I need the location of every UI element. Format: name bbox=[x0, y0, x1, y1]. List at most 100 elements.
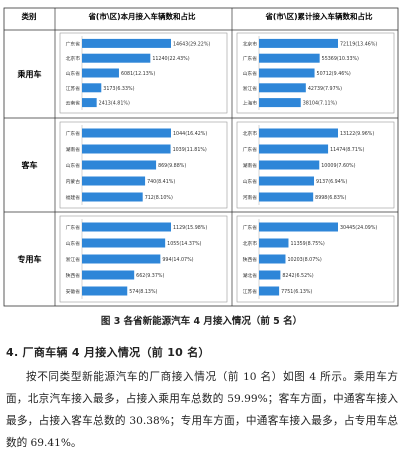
data-label: 38104(7.11%) bbox=[303, 101, 337, 107]
category-label: 上海市 bbox=[243, 100, 258, 107]
category-label: 广东省 bbox=[66, 130, 81, 137]
category-label: 广东省 bbox=[243, 55, 258, 62]
data-label: 10009(7.60%) bbox=[321, 163, 355, 169]
bar bbox=[259, 144, 329, 154]
category-label: 广东省 bbox=[243, 224, 258, 231]
category-label: 山东省 bbox=[66, 70, 81, 77]
data-label: 6081(12.13%) bbox=[121, 71, 155, 77]
row-category-label: 客车 bbox=[21, 160, 38, 170]
figure-caption: 图 3 各省新能源汽车 4 月接入情况（前 5 名） bbox=[100, 316, 303, 327]
category-label: 山东省 bbox=[243, 70, 258, 77]
category-label: 陕西省 bbox=[243, 256, 258, 263]
data-label: 11474(8.71%) bbox=[330, 147, 364, 153]
bar bbox=[259, 176, 315, 186]
bar bbox=[82, 68, 119, 78]
category-label: 广东省 bbox=[243, 146, 258, 153]
bar bbox=[259, 68, 315, 78]
data-label: 1044(16.42%) bbox=[173, 131, 207, 137]
bar bbox=[82, 238, 166, 248]
bar bbox=[82, 222, 171, 232]
data-label: 1129(15.98%) bbox=[173, 225, 207, 231]
bar bbox=[259, 192, 314, 202]
bar-panel: 北京市 13122(9.96%) 广东省 11474(8.71%) 湖南省 10009(7… bbox=[236, 121, 395, 209]
data-label: 11240(22.43%) bbox=[152, 56, 189, 62]
bar bbox=[82, 38, 171, 48]
category-label: 山东省 bbox=[66, 240, 81, 247]
category-label: 山东省 bbox=[243, 178, 258, 185]
category-label: 浙江省 bbox=[66, 256, 81, 263]
data-label: 1039(11.81%) bbox=[173, 147, 207, 153]
bar bbox=[259, 83, 306, 93]
category-label: 湖南省 bbox=[243, 162, 258, 169]
category-label: 云南省 bbox=[66, 100, 81, 107]
bar bbox=[82, 128, 171, 138]
category-label: 内蒙古 bbox=[66, 178, 81, 185]
data-label: 30445(24.09%) bbox=[340, 225, 377, 231]
data-label: 9137(6.94%) bbox=[316, 179, 347, 185]
data-label: 8998(6.83%) bbox=[315, 195, 346, 201]
data-label: 740(8.41%) bbox=[147, 179, 175, 185]
category-label: 安徽省 bbox=[66, 288, 81, 295]
data-label: 50712(9.46%) bbox=[317, 71, 351, 77]
bar bbox=[82, 160, 157, 170]
data-label: 869(9.88%) bbox=[158, 163, 186, 169]
bar-panel: 广东省 1044(16.42%) 湖南省 1039(11.81%) 山东省 869(9.8… bbox=[59, 121, 228, 209]
bar-panel: 北京市 72119(13.46%) 广东省 55369(10.33%) 山东省 50712… bbox=[236, 32, 395, 114]
data-label: 574(8.13%) bbox=[129, 289, 157, 295]
bar bbox=[259, 128, 338, 138]
bar bbox=[82, 270, 135, 280]
bar bbox=[82, 254, 161, 264]
data-label: 42739(7.97%) bbox=[308, 86, 342, 92]
data-label: 7751(6.13%) bbox=[281, 289, 312, 295]
bar bbox=[82, 144, 171, 154]
data-label: 72119(13.46%) bbox=[340, 41, 377, 47]
header-monthly: 省(市\区)本月接入车辆数和占比 bbox=[87, 11, 196, 21]
bar bbox=[82, 176, 146, 186]
category-label: 湖北省 bbox=[243, 272, 258, 279]
header-cumulative: 省(市\区)累计接入车辆数和占比 bbox=[264, 11, 373, 21]
category-label: 北京市 bbox=[243, 40, 258, 47]
bar bbox=[259, 270, 281, 280]
category-label: 江苏省 bbox=[66, 85, 81, 92]
bar bbox=[82, 98, 97, 108]
bar bbox=[259, 53, 320, 63]
data-label: 662(9.37%) bbox=[136, 273, 164, 279]
data-label: 994(14.07%) bbox=[162, 257, 193, 263]
header-category: 类别 bbox=[22, 11, 37, 21]
category-label: 广东省 bbox=[66, 40, 81, 47]
data-label: 13122(9.96%) bbox=[340, 131, 374, 137]
data-label: 10203(8.07%) bbox=[287, 257, 321, 263]
bar-panel: 广东省 30445(24.09%) 北京市 11359(8.75%) 陕西省 10203(… bbox=[236, 215, 395, 303]
bar-panel: 广东省 14643(29.22%) 北京市 11240(22.43%) 山东省 6081(… bbox=[59, 32, 228, 114]
table-border bbox=[3, 7, 399, 307]
data-label: 712(8.10%) bbox=[145, 195, 173, 201]
category-label: 广东省 bbox=[66, 224, 81, 231]
bar bbox=[82, 286, 128, 296]
data-label: 1055(14.37%) bbox=[167, 241, 201, 247]
category-label: 浙江省 bbox=[243, 85, 258, 92]
bar bbox=[259, 38, 338, 48]
category-label: 河南省 bbox=[243, 194, 258, 201]
category-label: 北京市 bbox=[66, 55, 81, 62]
table-frame bbox=[3, 7, 399, 307]
data-label: 8242(6.52%) bbox=[282, 273, 313, 279]
data-label: 55369(10.33%) bbox=[322, 56, 359, 62]
category-label: 北京市 bbox=[243, 240, 258, 247]
bar bbox=[259, 222, 338, 232]
figure-3-chart: 类别 省(市\区)本月接入车辆数和占比 省(市\区)累计接入车辆数和占比 乘用车… bbox=[3, 7, 399, 307]
bar bbox=[259, 254, 286, 264]
row-category-label: 专用车 bbox=[18, 254, 42, 264]
bar bbox=[259, 160, 320, 170]
category-label: 湖南省 bbox=[66, 146, 81, 153]
section-heading: 4. 厂商车辆 4 月接入情况（前 10 名） bbox=[6, 346, 210, 359]
bar bbox=[82, 53, 151, 63]
bar bbox=[82, 192, 143, 202]
row-category-label: 乘用车 bbox=[17, 69, 42, 79]
data-label: 3173(6.33%) bbox=[103, 86, 134, 92]
category-label: 福建省 bbox=[66, 194, 81, 201]
data-label: 14643(29.22%) bbox=[173, 41, 210, 47]
category-label: 山东省 bbox=[66, 162, 81, 169]
bar bbox=[259, 286, 280, 296]
category-label: 江苏省 bbox=[243, 288, 258, 295]
bar bbox=[259, 238, 289, 248]
